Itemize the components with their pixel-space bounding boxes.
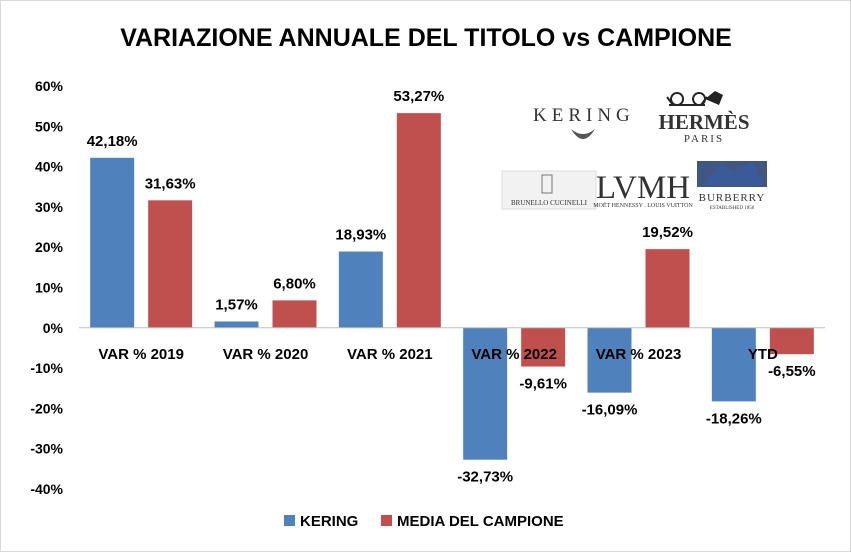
data-label: -32,73% xyxy=(457,469,513,486)
y-tick-label: 50% xyxy=(35,118,64,134)
bar-kering-4 xyxy=(587,327,632,393)
data-label: 1,57% xyxy=(215,296,258,313)
burberry-logo-text: BURBERRY xyxy=(699,192,766,204)
category-label: VAR % 2019 xyxy=(98,346,184,363)
bar-kering-1 xyxy=(214,321,259,328)
hermes-carriage-icon xyxy=(666,92,708,106)
bar-media-1 xyxy=(272,300,317,328)
cucinelli-logo-box xyxy=(501,170,597,210)
bar-kering-0 xyxy=(90,157,135,328)
kering-logo: KERING xyxy=(533,105,635,139)
bar-media-0 xyxy=(148,200,193,328)
bar-kering-3 xyxy=(463,327,508,460)
burberry-logo: BURBERRY ESTABLISHED 1856 xyxy=(697,161,767,211)
lvmh-logo-text: LVMH xyxy=(596,170,690,206)
y-axis: 60% 50% 40% 30% 20% 10% 0% -10% -20% -30% -40% xyxy=(30,78,63,497)
legend: KERING MEDIA DEL CAMPIONE xyxy=(284,513,564,530)
category-label: VAR % 2021 xyxy=(347,346,433,363)
y-tick-label: 0% xyxy=(43,320,64,336)
data-label: 19,52% xyxy=(642,224,693,241)
bars xyxy=(90,113,814,460)
cucinelli-logo-text: BRUNELLO CUCINELLI xyxy=(511,199,588,207)
bar-media-2 xyxy=(396,113,441,328)
kering-logo-text: KERING xyxy=(533,105,635,126)
hermes-horse-icon xyxy=(705,91,723,105)
kering-owl-icon xyxy=(571,129,595,139)
category-label: VAR % 2020 xyxy=(223,346,309,363)
data-label: 18,93% xyxy=(335,227,386,244)
hermes-logo-text: HERMÈS xyxy=(658,110,749,134)
chart-title: VARIAZIONE ANNUALE DEL TITOLO vs CAMPION… xyxy=(120,24,732,52)
cucinelli-logo: BRUNELLO CUCINELLI xyxy=(501,170,597,210)
category-label: VAR % 2022 xyxy=(471,346,557,363)
cucinelli-crest-icon xyxy=(541,174,553,194)
category-labels: VAR % 2019 VAR % 2020 VAR % 2021 VAR % 2022… xyxy=(98,346,778,363)
hermes-logo: HERMÈS PARIS xyxy=(658,91,750,145)
data-label: 53,27% xyxy=(393,88,444,105)
bar-kering-2 xyxy=(338,251,383,328)
bar-media-4 xyxy=(645,249,690,328)
category-label: YTD xyxy=(748,346,778,363)
legend-swatch-kering xyxy=(284,515,295,526)
data-label: 6,80% xyxy=(273,275,316,292)
y-tick-label: -10% xyxy=(30,360,63,376)
bar-kering-5 xyxy=(711,327,756,402)
data-label: -9,61% xyxy=(519,376,567,393)
y-tick-label: -30% xyxy=(30,441,63,457)
data-label: -18,26% xyxy=(706,410,762,427)
lvmh-logo: LVMH MOËT HENNESSY . LOUIS VUITTON xyxy=(593,170,693,209)
hermes-paris-text: PARIS xyxy=(684,133,724,145)
y-tick-label: 10% xyxy=(35,280,64,296)
y-tick-label: 40% xyxy=(35,159,64,175)
y-tick-label: -40% xyxy=(30,481,63,497)
data-label: -16,09% xyxy=(582,402,638,419)
bar-media-5 xyxy=(769,327,814,355)
brand-logos: KERING HERMÈS PARIS BRUNELLO CUCINELLI L… xyxy=(501,91,767,211)
data-label: 31,63% xyxy=(145,175,196,192)
legend-label-kering: KERING xyxy=(300,513,358,530)
lvmh-sub-text: MOËT HENNESSY . LOUIS VUITTON xyxy=(593,202,693,209)
data-label: -6,55% xyxy=(768,363,816,380)
y-tick-label: 20% xyxy=(35,239,64,255)
burberry-horse-icon xyxy=(703,161,763,185)
y-tick-label: -20% xyxy=(30,400,63,416)
data-label: 42,18% xyxy=(87,133,138,150)
category-label: VAR % 2023 xyxy=(596,346,682,363)
legend-label-media: MEDIA DEL CAMPIONE xyxy=(397,513,564,530)
data-labels: 42,18% 31,63% 1,57% 6,80% 18,93% 53,27% -32,73… xyxy=(87,88,816,486)
y-tick-label: 60% xyxy=(35,78,64,94)
y-tick-label: 30% xyxy=(35,199,64,215)
burberry-sub-text: ESTABLISHED 1856 xyxy=(710,206,755,211)
legend-swatch-media xyxy=(381,515,392,526)
bar-media-3 xyxy=(521,327,566,367)
